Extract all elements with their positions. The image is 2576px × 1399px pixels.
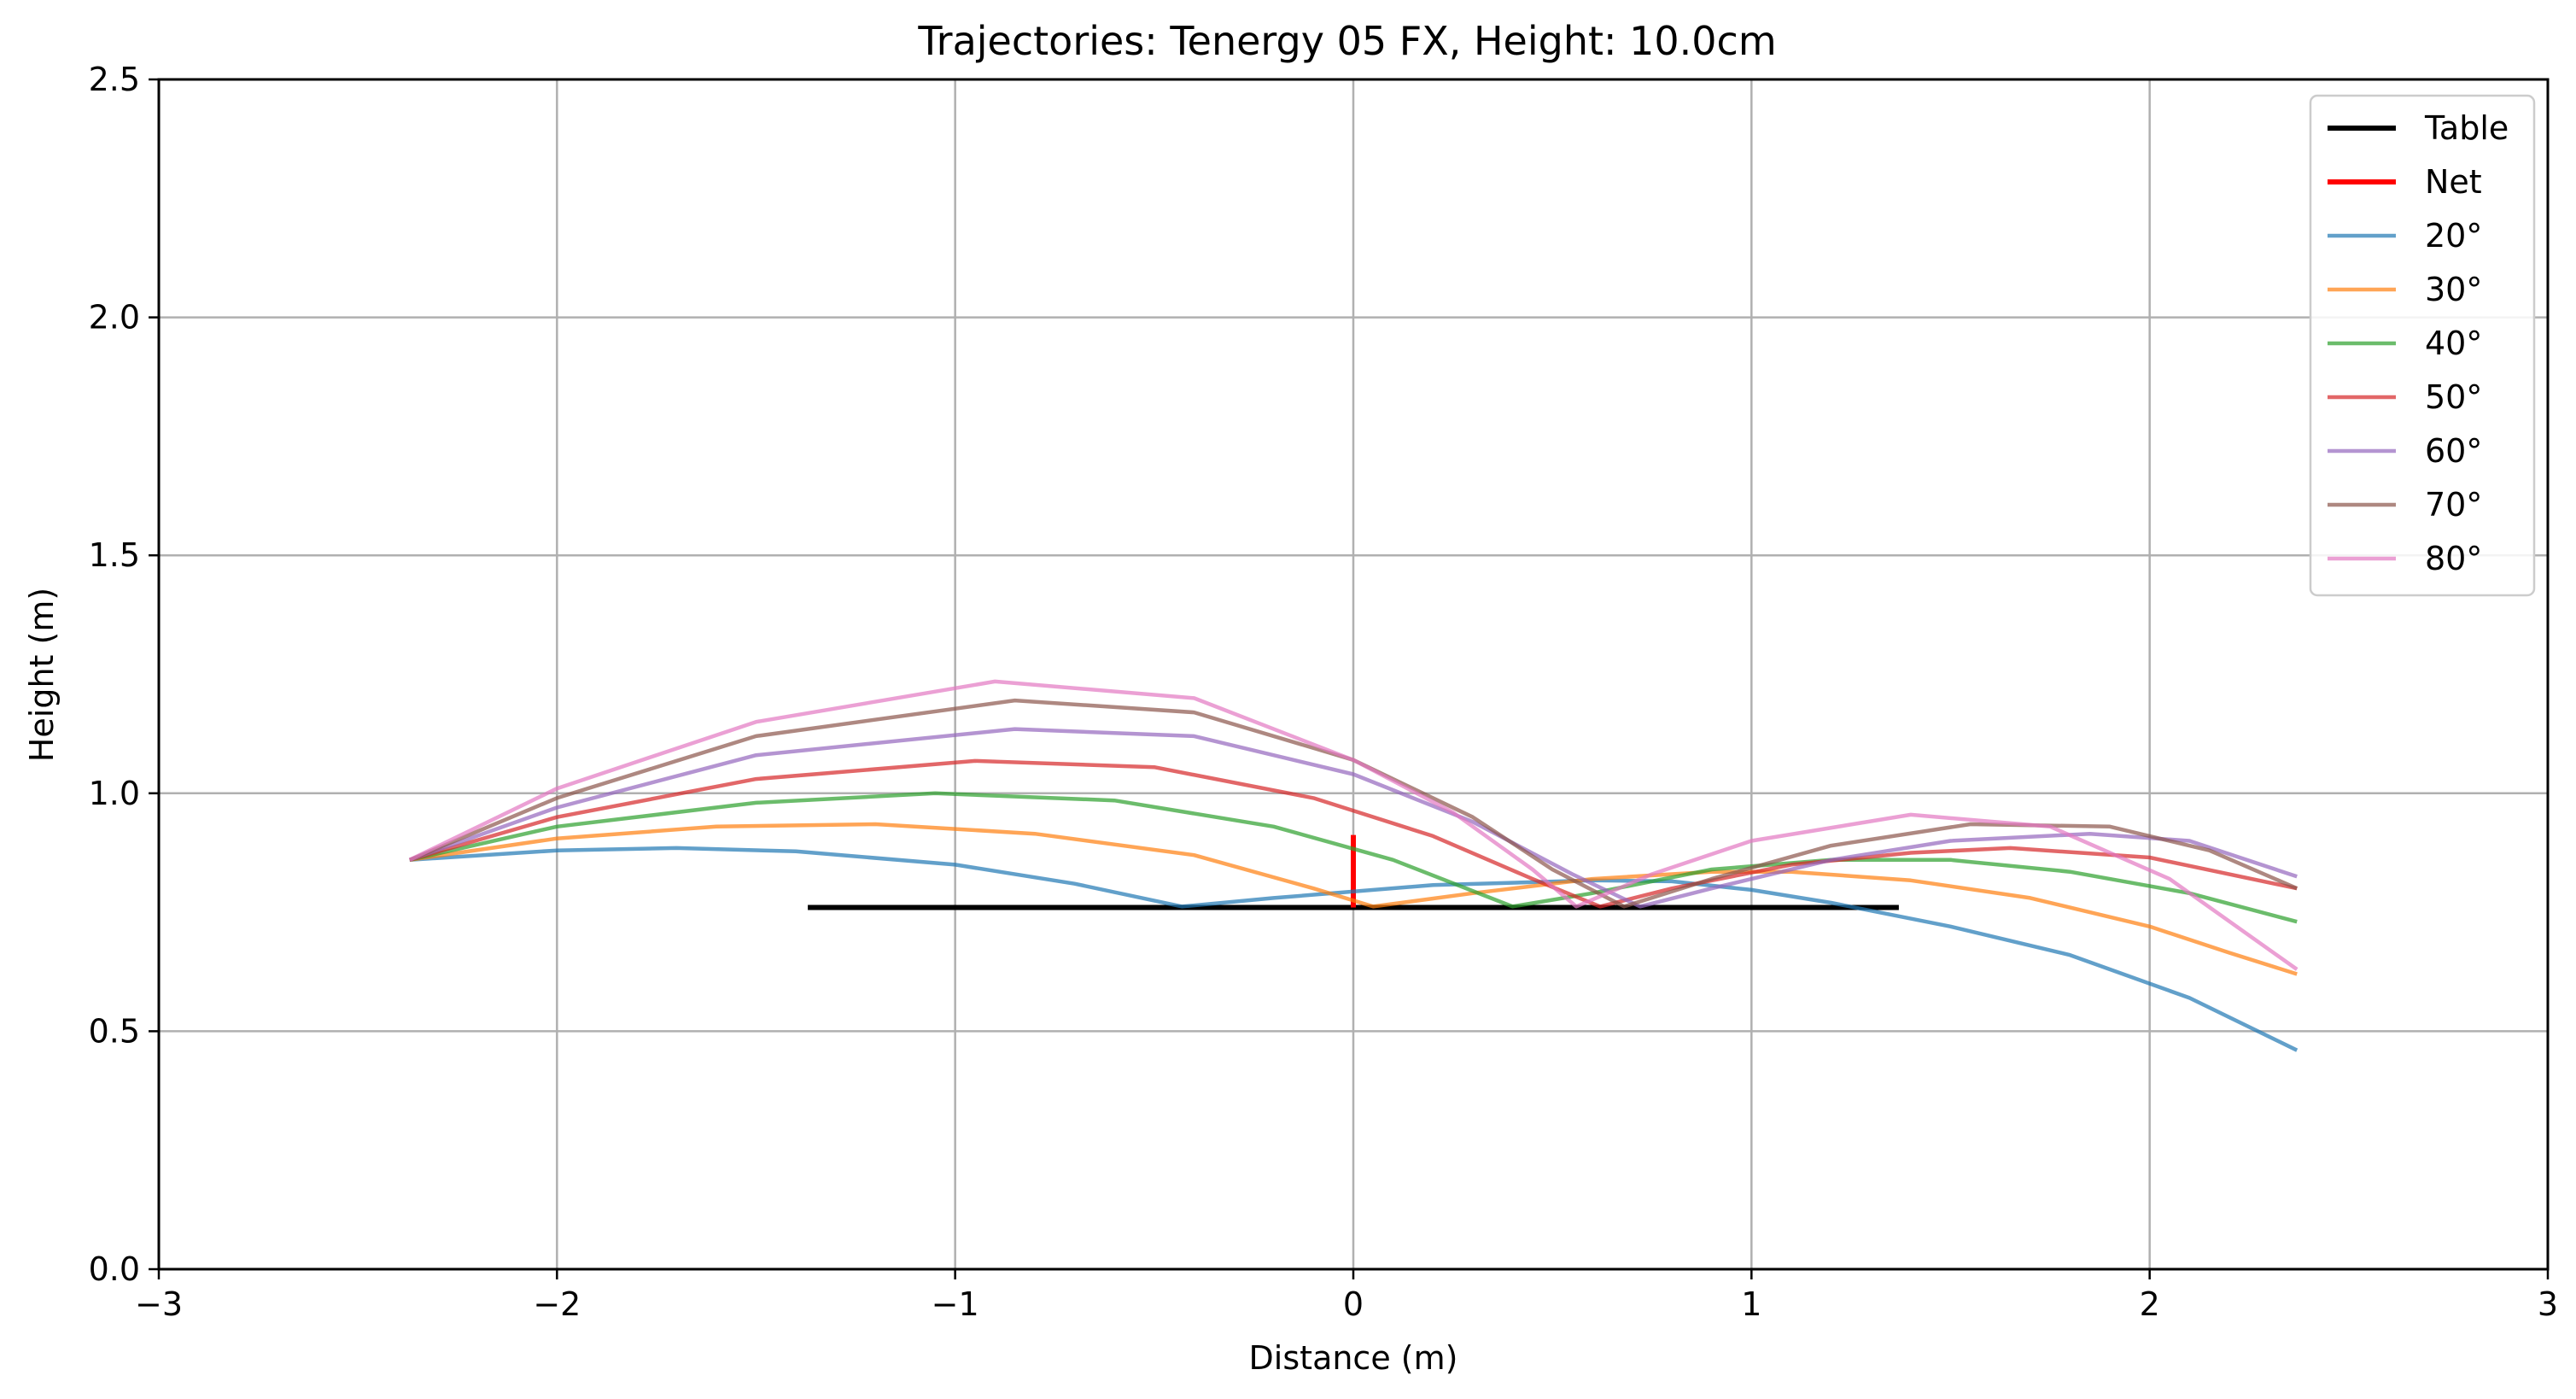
legend: Table Net 20° 30° 40° 50° 60° 70° 80° — [2309, 94, 2536, 597]
y-tick-label: 2.5 — [89, 61, 140, 98]
y-tick-label: 0.0 — [89, 1250, 140, 1288]
series-line-40deg — [409, 791, 2298, 924]
y-tick-label: 0.5 — [89, 1012, 140, 1050]
legend-label-60deg: 60° — [2425, 432, 2482, 470]
series-line-70deg — [408, 698, 2299, 909]
x-tick-label: 3 — [2538, 1285, 2558, 1323]
series-line-30deg — [409, 822, 2298, 976]
chart-title: Trajectories: Tenergy 05 FX, Height: 10.… — [917, 18, 1776, 64]
legend-box — [2309, 94, 2536, 597]
series-line-60deg — [409, 727, 2298, 909]
axis-ticks: −3 −2 −1 0 1 2 3 0.0 0.5 1.0 1.5 2.0 2.5 — [89, 61, 2559, 1323]
series-line-80deg — [408, 679, 2299, 971]
y-axis-title: Height (m) — [23, 588, 61, 762]
x-axis-title: Distance (m) — [1249, 1339, 1458, 1377]
legend-label-30deg: 30° — [2425, 271, 2482, 308]
y-tick-label: 1.0 — [89, 775, 140, 812]
x-tick-label: −3 — [135, 1285, 183, 1323]
legend-label-70deg: 70° — [2425, 486, 2482, 524]
series-line-50deg — [409, 758, 2298, 909]
grid-lines — [159, 79, 2548, 1269]
series-line-20deg — [409, 846, 2299, 1052]
x-tick-label: 1 — [1741, 1285, 1761, 1323]
legend-label-40deg: 40° — [2425, 325, 2482, 362]
x-tick-label: 2 — [2140, 1285, 2160, 1323]
legend-label-50deg: 50° — [2425, 378, 2482, 416]
legend-label-20deg: 20° — [2425, 217, 2482, 255]
series-lines — [408, 679, 2299, 1052]
legend-label-table: Table — [2424, 109, 2509, 147]
legend-label-80deg: 80° — [2425, 540, 2482, 577]
x-tick-label: −1 — [932, 1285, 979, 1323]
x-tick-label: −2 — [533, 1285, 581, 1323]
y-tick-label: 2.0 — [89, 299, 140, 337]
y-tick-label: 1.5 — [89, 536, 140, 574]
legend-label-net: Net — [2425, 163, 2482, 201]
x-tick-label: 0 — [1343, 1285, 1364, 1323]
